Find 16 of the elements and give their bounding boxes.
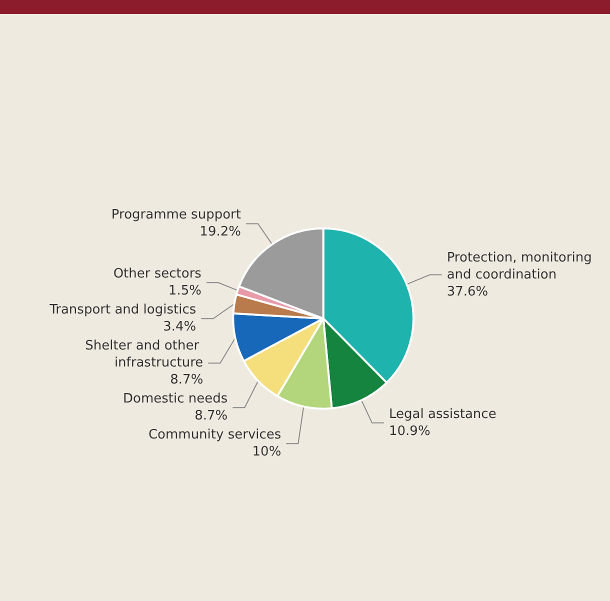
slice-label: Legal assistance (389, 406, 496, 422)
data-label: 8.7% (194, 408, 228, 424)
slice-label: Transport and logistics (48, 302, 196, 318)
data-label: 10.9% (389, 424, 430, 439)
slice-label: Shelter and other infrastructure (85, 338, 204, 371)
data-label: 19.2% (200, 224, 241, 240)
slice-label: Protection, monitoring and coordination (446, 250, 596, 282)
slice-label: Community services (148, 428, 282, 443)
data-label: 3.4% (163, 320, 196, 335)
slice-label: Programme support (111, 208, 241, 223)
data-label: 8.7% (170, 372, 204, 388)
data-label: 1.5% (168, 284, 202, 299)
slice-label: Other sectors (113, 266, 202, 282)
data-label: 10% (252, 444, 282, 460)
slice-label: Domestic needs (123, 392, 228, 407)
data-label: 37.6% (446, 284, 488, 300)
